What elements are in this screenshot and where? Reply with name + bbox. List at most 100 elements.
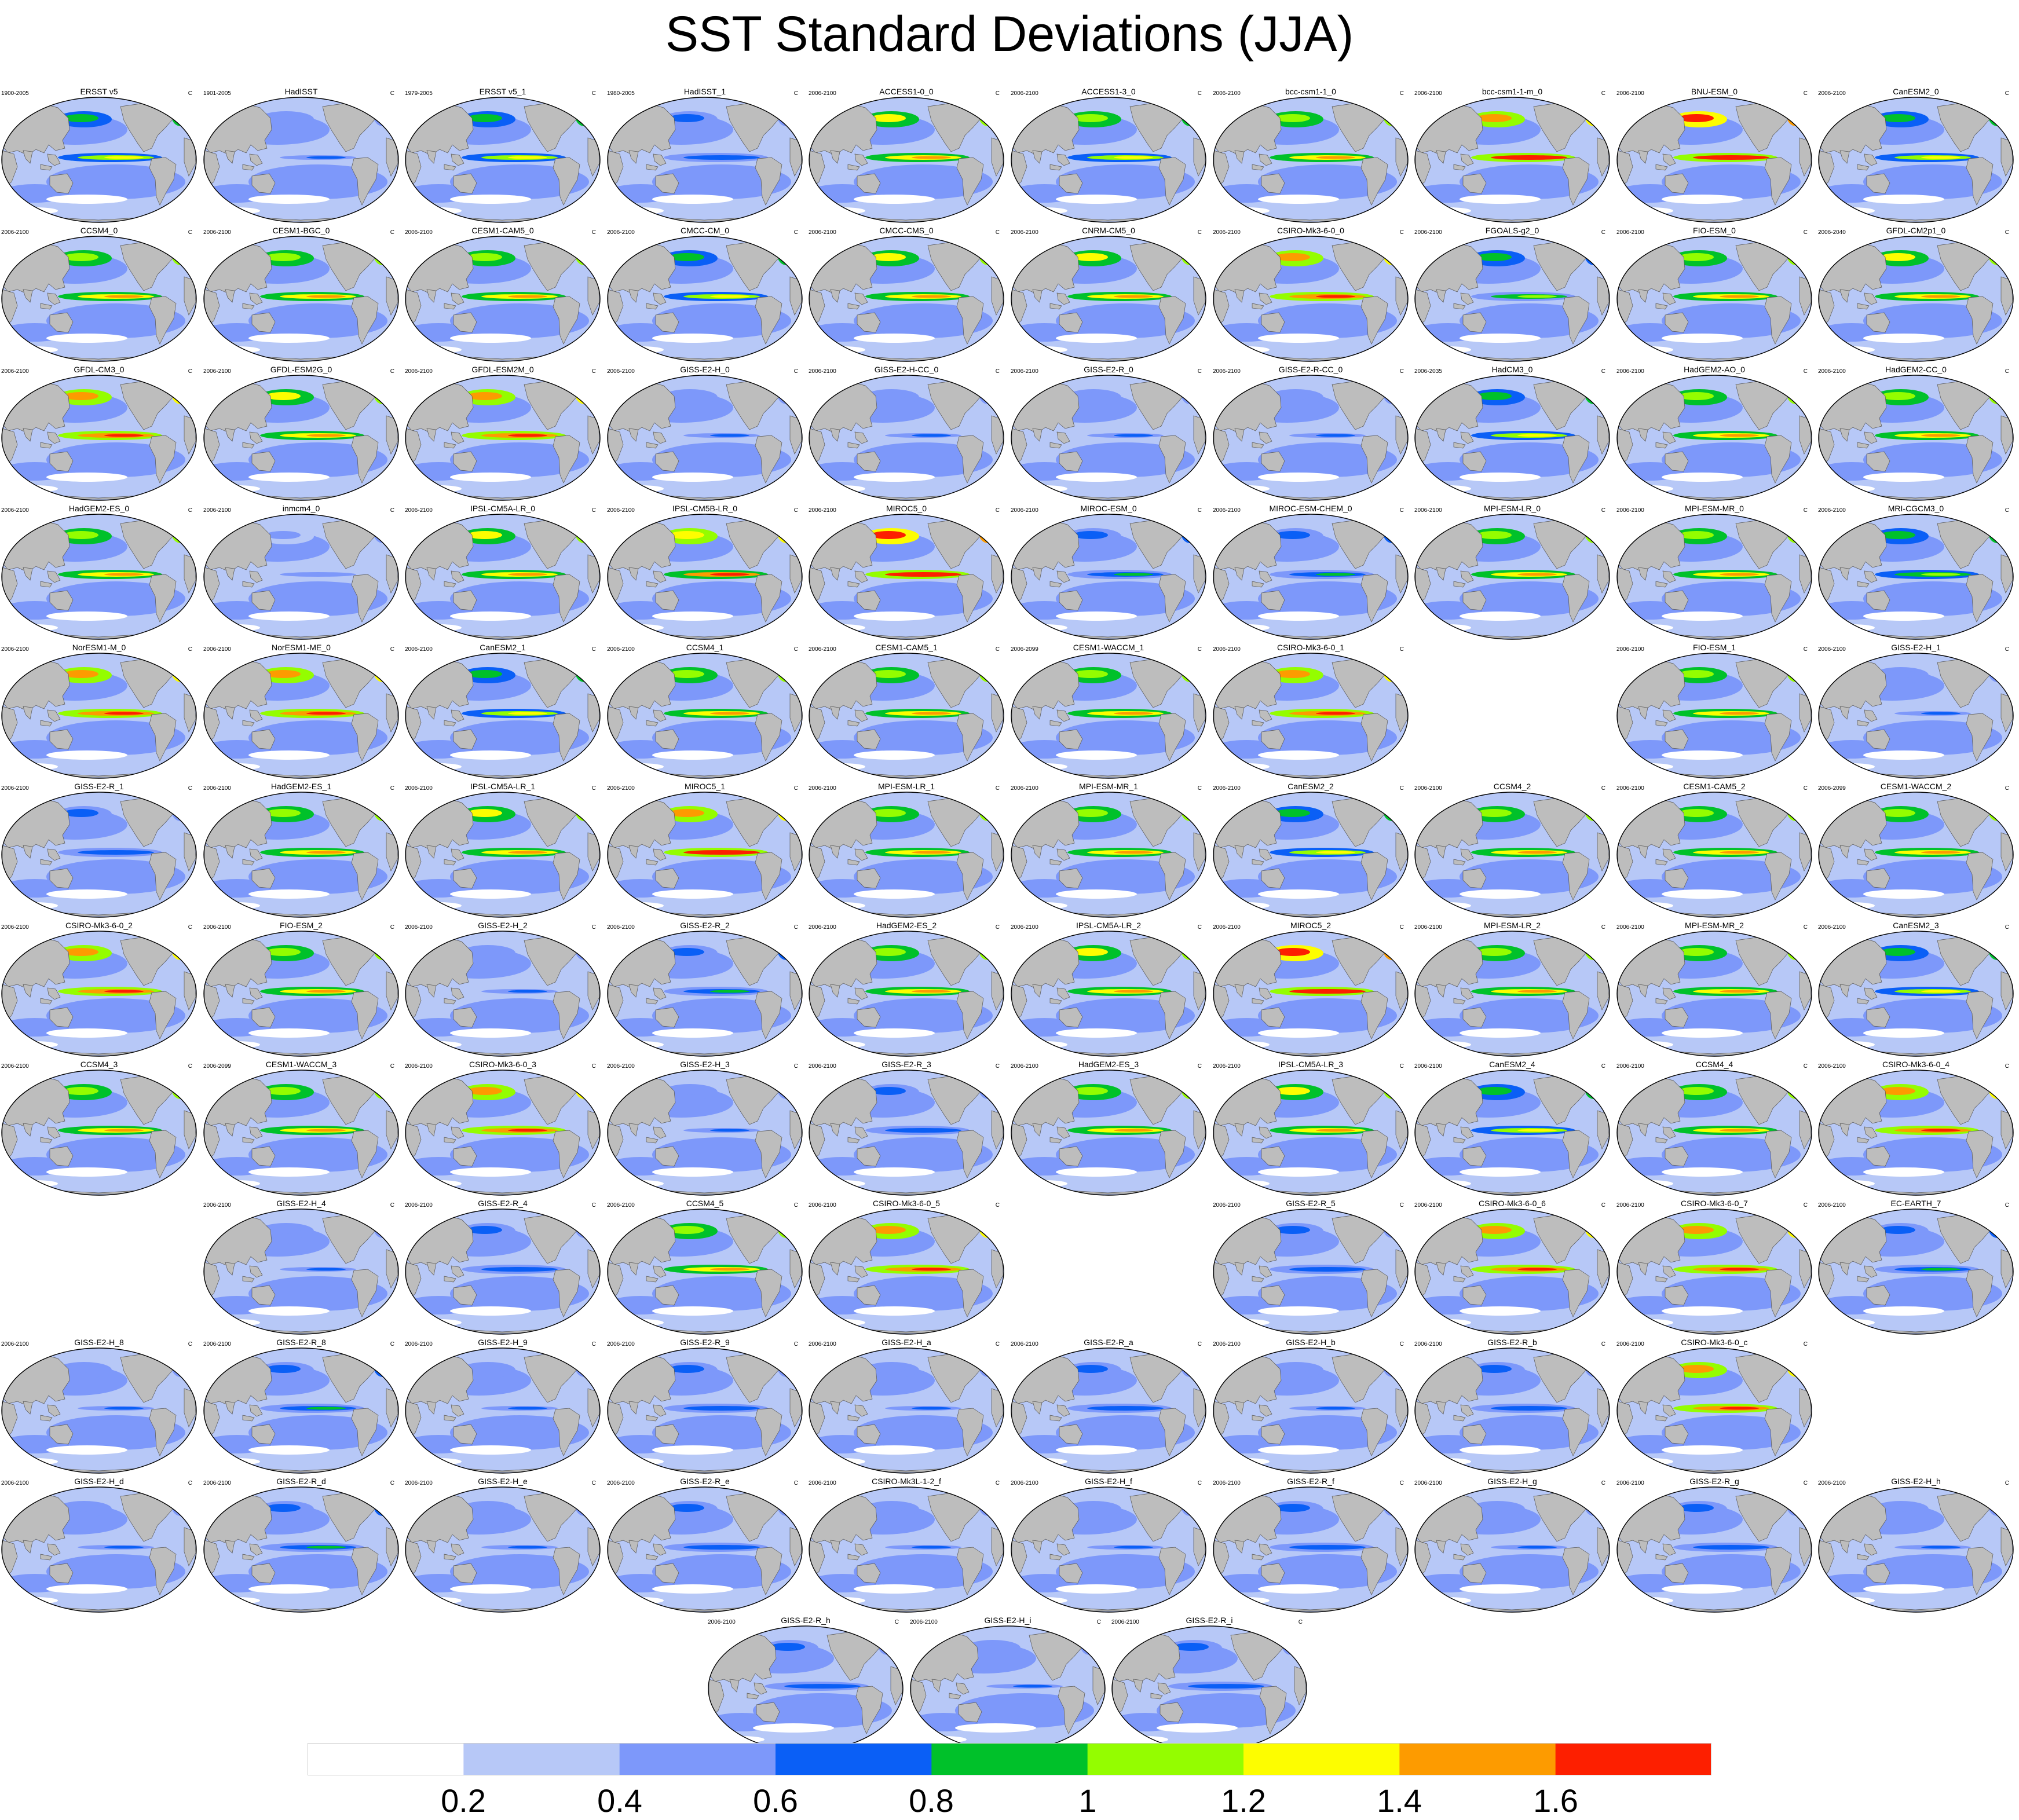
panel-title: ERSST v5 (80, 87, 118, 96)
panel-title: GISS-E2-R_g (1689, 1477, 1739, 1486)
panel-title: CESM1-WACCM_2 (1880, 782, 1952, 791)
map-panel: CCSM4_3 2006-2100 C (0, 1056, 198, 1201)
panel-years: 2006-2100 (405, 924, 433, 931)
colorbar-tick-label: 1.4 (1377, 1782, 1422, 1819)
panel-title: NorESM1-ME_0 (272, 643, 331, 652)
panel-unit: C (591, 90, 596, 97)
map-panel: HadISST 1901-2005 C (202, 83, 400, 228)
panel-title: GISS-E2-R_5 (1286, 1199, 1336, 1208)
panel-years: 2006-2100 (203, 1480, 231, 1486)
figure-title: SST Standard Deviations (JJA) (665, 6, 1354, 62)
panel-unit: C (1601, 229, 1605, 236)
panel-title: CSIRO-Mk3-6-0_0 (1277, 226, 1344, 235)
panel-years: 2006-2100 (1414, 507, 1442, 514)
robinson-map (607, 514, 803, 640)
colorbar-swatch (1087, 1743, 1244, 1775)
colorbar-tick-label: 0.2 (441, 1782, 486, 1819)
panel-years: 2006-2100 (607, 1341, 635, 1347)
robinson-map (203, 653, 399, 779)
colorbar-swatch (619, 1743, 776, 1775)
panel-title: inmcm4_0 (282, 504, 320, 513)
robinson-map (1414, 1209, 1610, 1335)
panel-unit: C (995, 1480, 1000, 1486)
robinson-map (203, 97, 399, 223)
panel-unit: C (1197, 507, 1202, 514)
map-panel: CMCC-CM_0 2006-2100 C (606, 222, 804, 367)
panel-title: FIO-ESM_2 (280, 921, 323, 930)
panel-years: 2006-2100 (203, 785, 231, 792)
robinson-map (1616, 514, 1812, 640)
map-panel: GISS-E2-H_0 2006-2100 C (606, 361, 804, 506)
map-panel: GISS-E2-R_f 2006-2100 C (1212, 1473, 1410, 1618)
panel-unit: C (793, 1480, 798, 1486)
panel-unit: C (1399, 1063, 1404, 1070)
panel-unit: C (995, 90, 1000, 97)
panel-years: 2006-2100 (1818, 507, 1846, 514)
panel-title: CMCC-CM_0 (681, 226, 729, 235)
panel-unit: C (390, 368, 394, 375)
map-panel: FIO-ESM_2 2006-2100 C (202, 917, 400, 1062)
panel-title: CSIRO-Mk3-6-0_7 (1681, 1199, 1748, 1208)
colorbar-tick-label: 1.6 (1533, 1782, 1578, 1819)
panel-years: 2006-2100 (405, 1341, 433, 1347)
panel-title: CCSM4_4 (1695, 1060, 1733, 1069)
robinson-map (405, 931, 601, 1057)
panel-title: HadGEM2-ES_1 (270, 782, 332, 791)
panel-unit: C (995, 785, 1000, 792)
map-panel: CESM1-WACCM_3 2006-2099 C (202, 1056, 400, 1201)
robinson-map (607, 1486, 803, 1613)
panel-unit: C (1399, 1341, 1404, 1347)
panel-years: 2006-2100 (1, 507, 29, 514)
panel-unit: C (188, 1480, 192, 1486)
map-panel: CSIRO-Mk3L-1-2_f 2006-2100 C (807, 1473, 1005, 1618)
panel-title: MPI-ESM-MR_0 (1685, 504, 1744, 513)
panel-years: 2006-2100 (1011, 785, 1038, 792)
colorbar-swatch (1399, 1743, 1556, 1775)
panel-title: GISS-E2-R_h (781, 1616, 831, 1625)
robinson-map (1213, 1070, 1409, 1196)
panel-unit: C (793, 646, 798, 653)
panel-unit: C (1803, 368, 1808, 375)
map-panel: CanESM2_4 2006-2100 C (1413, 1056, 1611, 1201)
robinson-map (809, 1486, 1004, 1613)
robinson-map (1, 236, 197, 362)
panel-unit: C (1803, 90, 1808, 97)
panel-years: 1901-2005 (203, 90, 231, 97)
panel-years: 2006-2100 (1213, 646, 1241, 653)
panel-years: 2006-2100 (1616, 1480, 1644, 1486)
map-panel: MPI-ESM-LR_1 2006-2100 C (807, 778, 1005, 923)
robinson-map (1818, 1209, 2014, 1335)
panel-years: 2006-2100 (1, 1063, 29, 1070)
panel-unit: C (995, 646, 1000, 653)
map-panel: GISS-E2-H_2 2006-2100 C (404, 917, 602, 1062)
robinson-map (809, 375, 1004, 501)
panel-years: 2006-2100 (809, 1063, 836, 1070)
robinson-map (1, 514, 197, 640)
panel-title: CCSM4_1 (686, 643, 724, 652)
panel-unit: C (591, 229, 596, 236)
map-panel: GISS-E2-R_5 2006-2100 C (1212, 1195, 1410, 1340)
panel-years: 2006-2099 (1818, 785, 1846, 792)
robinson-map (1818, 653, 2014, 779)
robinson-map (405, 514, 601, 640)
panel-unit: C (1197, 229, 1202, 236)
robinson-map (1213, 792, 1409, 918)
panel-years: 2006-2100 (1, 229, 29, 236)
panel-title: GFDL-CM2p1_0 (1886, 226, 1946, 235)
robinson-map (1, 653, 197, 779)
panel-title: GISS-E2-H-CC_0 (874, 365, 939, 374)
robinson-map (708, 1625, 904, 1752)
panel-unit: C (591, 507, 596, 514)
robinson-map (1414, 931, 1610, 1057)
panel-title: MPI-ESM-LR_1 (877, 782, 935, 791)
panel-title: HadGEM2-AO_0 (1684, 365, 1745, 374)
robinson-map (405, 653, 601, 779)
map-panel: GISS-E2-H_e 2006-2100 C (404, 1473, 602, 1618)
panel-unit: C (995, 507, 1000, 514)
panel-title: FIO-ESM_1 (1693, 643, 1736, 652)
map-panel: HadGEM2-ES_0 2006-2100 C (0, 500, 198, 645)
panel-unit: C (1803, 1063, 1808, 1070)
robinson-map (1011, 236, 1206, 362)
panel-title: GISS-E2-R_1 (74, 782, 124, 791)
robinson-map (1414, 1347, 1610, 1474)
